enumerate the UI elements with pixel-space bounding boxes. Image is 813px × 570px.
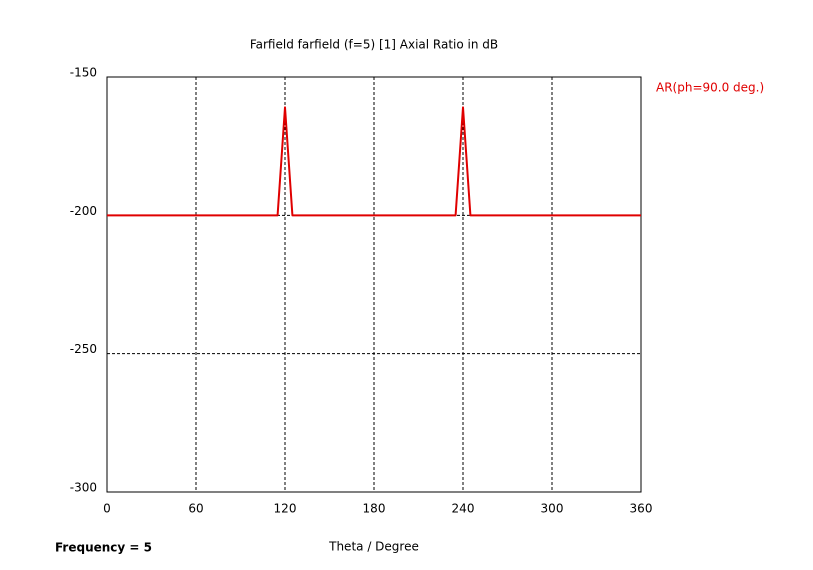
x-tick-label: 0 bbox=[103, 502, 111, 516]
annotation: Frequency = 5 bbox=[55, 541, 152, 555]
chart-title: Farfield farfield (f=5) [1] Axial Ratio … bbox=[250, 38, 498, 52]
x-tick-label: 360 bbox=[630, 502, 653, 516]
x-tick-label: 240 bbox=[452, 502, 475, 516]
y-tick-label: -200 bbox=[70, 204, 97, 218]
y-tick-label: -300 bbox=[70, 481, 97, 495]
x-tick-label: 180 bbox=[363, 502, 386, 516]
y-tick-label: -250 bbox=[70, 342, 97, 356]
x-tick-label: 300 bbox=[541, 502, 564, 516]
y-tick-label: -150 bbox=[70, 66, 97, 80]
plot-frame bbox=[106, 76, 642, 493]
legend-entry: AR(ph=90.0 deg.) bbox=[656, 81, 764, 95]
x-tick-label: 120 bbox=[274, 502, 297, 516]
data-line bbox=[107, 106, 641, 217]
x-tick-label: 60 bbox=[188, 502, 203, 516]
x-axis-label: Theta / Degree bbox=[328, 540, 419, 554]
